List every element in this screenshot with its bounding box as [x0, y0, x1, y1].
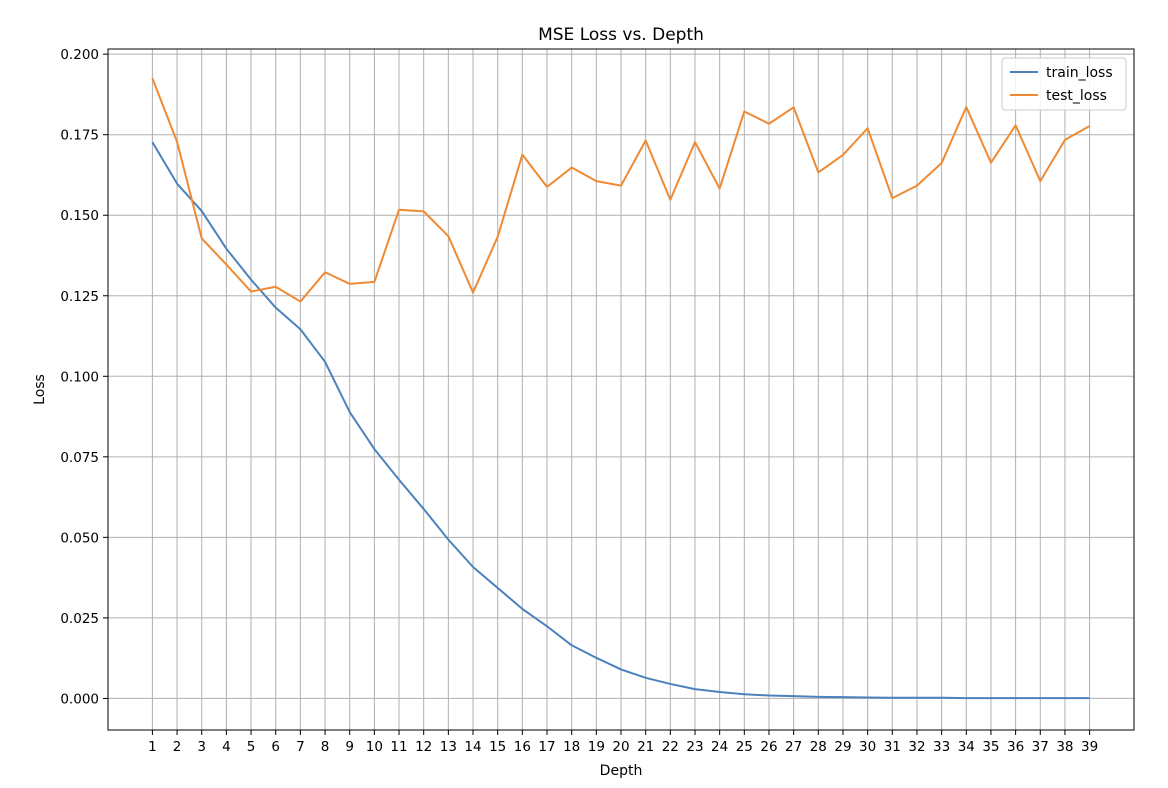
x-tick-label: 10	[366, 739, 383, 755]
legend-label-train_loss: train_loss	[1046, 65, 1113, 81]
x-tick-label: 28	[810, 739, 827, 755]
x-tick-label: 37	[1032, 739, 1049, 755]
y-tick-label: 0.125	[60, 289, 99, 305]
x-tick-label: 15	[489, 739, 506, 755]
y-tick-label: 0.100	[60, 369, 99, 385]
y-axis-label: Loss	[32, 374, 48, 405]
x-tick-label: 31	[884, 739, 901, 755]
y-tick-label: 0.075	[60, 450, 99, 466]
x-tick-label: 12	[415, 739, 432, 755]
legend: train_loss test_loss	[1001, 57, 1127, 111]
x-tick-label: 23	[686, 739, 703, 755]
x-tick-label: 29	[834, 739, 851, 755]
x-tick-label: 38	[1056, 739, 1073, 755]
y-tick-label: 0.175	[60, 128, 99, 144]
y-tick-label: 0.050	[60, 530, 99, 546]
x-tick-label: 26	[760, 739, 777, 755]
series-line-train_loss	[151, 141, 1090, 700]
x-tick-label: 21	[637, 739, 654, 755]
x-tick-label: 30	[859, 739, 876, 755]
x-tick-label: 14	[464, 739, 481, 755]
x-tick-label: 6	[271, 739, 280, 755]
x-tick-label: 13	[440, 739, 457, 755]
x-tick-label: 16	[514, 739, 531, 755]
x-tick-label: 32	[908, 739, 925, 755]
x-tick-label: 22	[662, 739, 679, 755]
y-tick-label: 0.025	[60, 611, 99, 627]
x-tick-label: 9	[345, 739, 354, 755]
x-tick-label: 20	[612, 739, 629, 755]
x-tick-label: 27	[785, 739, 802, 755]
y-tick-label: 0.150	[60, 208, 99, 224]
x-axis-label: Depth	[600, 763, 643, 779]
grid-lines	[108, 49, 1134, 730]
x-tick-label: 3	[197, 739, 206, 755]
x-tick-label: 39	[1081, 739, 1098, 755]
x-tick-label: 7	[296, 739, 305, 755]
x-tick-label: 34	[958, 739, 975, 755]
x-tick-label: 36	[1007, 739, 1024, 755]
x-tick-label: 1	[148, 739, 157, 755]
x-tick-label: 25	[736, 739, 753, 755]
chart-title: MSE Loss vs. Depth	[538, 25, 704, 45]
x-tick-label: 4	[222, 739, 231, 755]
x-tick-label: 8	[321, 739, 330, 755]
x-tick-label: 18	[563, 739, 580, 755]
legend-label-test_loss: test_loss	[1046, 88, 1107, 104]
x-tick-label: 19	[588, 739, 605, 755]
x-tick-label: 11	[390, 739, 407, 755]
series-lines	[151, 77, 1091, 700]
x-tick-label: 24	[711, 739, 728, 755]
x-tick-label: 5	[247, 739, 256, 755]
x-tick-label: 2	[173, 739, 182, 755]
axis-ticks: 1 2 3 4 5 6 7 8 9 10 11 12 13 14 15 16 17 18 19 20 21 22 23 24 2…	[60, 47, 1098, 755]
x-tick-label: 35	[982, 739, 999, 755]
y-tick-label: 0.000	[60, 691, 99, 707]
y-tick-label: 0.200	[60, 47, 99, 63]
x-tick-label: 33	[933, 739, 950, 755]
series-line-test_loss	[151, 77, 1091, 303]
x-tick-label: 17	[538, 739, 555, 755]
